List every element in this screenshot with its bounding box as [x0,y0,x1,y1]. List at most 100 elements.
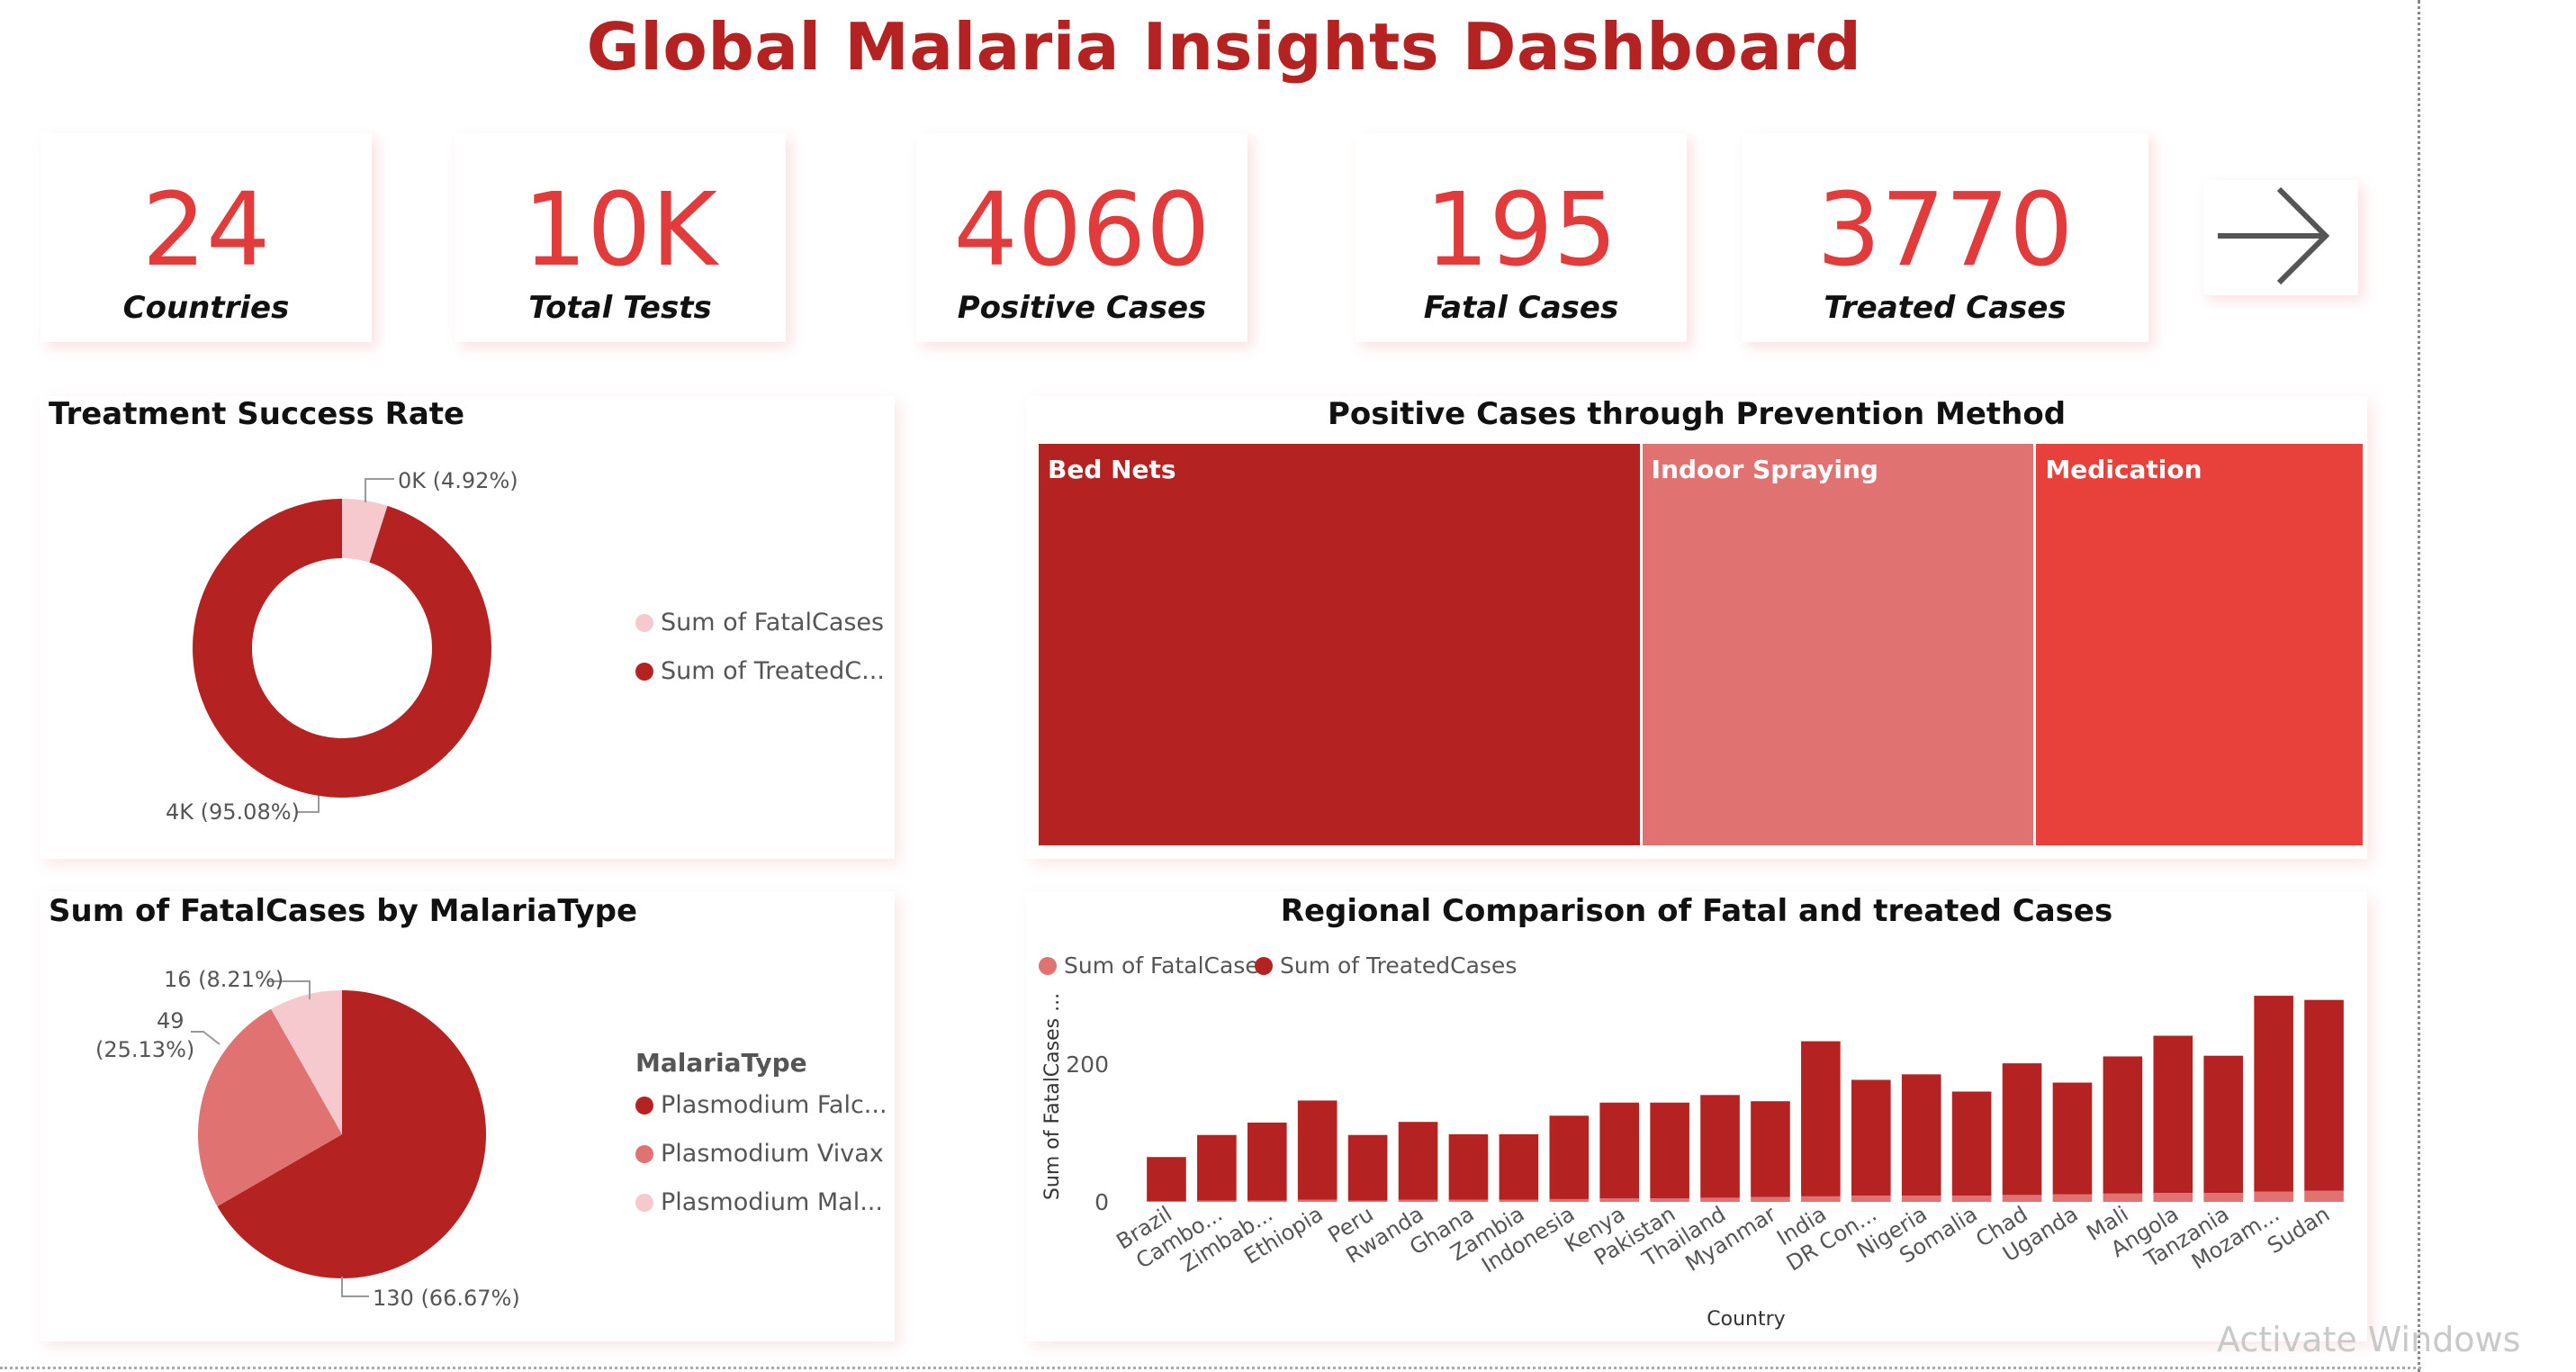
bar-treated [1297,1100,1338,1200]
malaria-type-pie-chart [191,980,487,1297]
bar-fatal [1650,1198,1689,1202]
y-axis-title: Sum of FatalCases ... [1041,993,1064,1200]
bar-fatal [1751,1196,1790,1202]
arrow-right-icon [2218,186,2330,285]
bar-treated [1398,1122,1438,1200]
y-tick-label: 0 [1094,1189,1109,1215]
bar-fatal [1297,1199,1338,1202]
bar-fatal [1951,1196,1992,1202]
legend-item-falciparum[interactable]: Plasmodium Falc... [635,1091,887,1119]
bar-treated [1549,1115,1590,1199]
x-axis-title: Country [1707,1308,1785,1331]
kpi-value: 24 [141,172,271,289]
pie-label-vivax-pct: (25.13%) [95,1037,195,1062]
bar-fatal [1851,1196,1891,1202]
bar-treated [1801,1041,1841,1196]
kpi-label: Treated Cases [1824,290,2067,326]
bar-fatal [1801,1196,1841,1202]
bar-treated [1700,1095,1740,1198]
treemap-tile-1[interactable]: Indoor Spraying [1642,444,2034,845]
kpi-card-total-tests: 10K Total Tests [455,133,786,342]
card-title: Treatment Success Rate [49,396,465,432]
pie-slice-2 [271,990,342,1134]
activation-watermark: Activate Windows [2217,1320,2521,1359]
bar-treated [1448,1133,1489,1200]
card-title: Regional Comparison of Fatal and treated… [1280,893,2113,929]
bar-treated [1951,1091,1992,1196]
bar-fatal [1700,1197,1740,1202]
legend-item-fatal[interactable]: Sum of FatalCases [1039,952,1271,979]
regional-comparison-card: Regional Comparison of Fatal and treated… [1026,891,2367,1341]
bar-fatal [1197,1200,1237,1202]
kpi-card-fatal-cases: 195 Fatal Cases [1356,133,1687,342]
treemap-label: Indoor Spraying [1651,455,1878,484]
donut-label-fatal: 0K (4.92%) [398,468,518,493]
kpi-card-countries: 24 Countries [41,133,372,342]
bar-fatal [2153,1193,2193,1202]
kpi-label: Total Tests [528,290,712,326]
bar-fatal [1549,1198,1590,1202]
bar-fatal [1347,1200,1388,1202]
bar-treated [2153,1035,2193,1194]
kpi-value: 10K [523,172,717,289]
prevention-treemap: Bed Nets Indoor Spraying Medication [1039,444,2365,845]
bar-treated [1751,1101,1790,1197]
treemap-label: Bed Nets [1048,455,1176,484]
bar-treated [1197,1134,1237,1201]
prevention-treemap-card: Positive Cases through Prevention Method… [1026,396,2367,859]
bar-fatal [1448,1199,1489,1202]
page-border [2418,0,2420,1372]
regional-bar-chart: Sum of FatalCases ...0200BrazilCambo...Z… [1041,993,2344,1331]
treatment-success-card: Treatment Success Rate 0K (4.92%) 4K (95… [40,396,895,859]
donut-slice-0 [342,499,388,563]
malaria-type-card: Sum of FatalCases by MalariaType 16 (8.2… [40,891,895,1341]
treemap-tile-2[interactable]: Medication [2036,444,2363,845]
bar-treated [1499,1133,1539,1200]
donut-leader-fatal [365,478,394,502]
bar-fatal [1398,1199,1438,1202]
bar-fatal [1901,1196,1941,1202]
legend-item-treated[interactable]: Sum of TreatedC... [635,657,885,685]
bar-treated [1347,1134,1388,1201]
treemap-label: Medication [2045,455,2202,484]
kpi-value: 195 [1425,172,1617,289]
bar-treated [1851,1079,1891,1196]
legend-item-vivax[interactable]: Plasmodium Vivax [635,1140,884,1168]
pie-leader-malariae [268,980,311,999]
pie-label-malariae: 16 (8.21%) [164,967,284,992]
legend-item-fatal[interactable]: Sum of FatalCases [635,609,884,636]
bar-fatal [2002,1195,2042,1202]
donut-leader-treated [297,796,320,813]
bar-fatal [2254,1191,2293,1202]
donut-slice-1 [192,499,491,798]
bar-treated [2052,1082,2093,1195]
kpi-card-positive-cases: 4060 Positive Cases [916,133,1247,342]
treatment-donut-chart [192,478,491,813]
bar-treated [2103,1056,2143,1194]
kpi-label: Fatal Cases [1423,290,1619,326]
legend-item-malariae[interactable]: Plasmodium Mal... [635,1188,883,1216]
next-page-button[interactable] [2203,180,2358,295]
bar-fatal [1599,1198,1640,1202]
bar-treated [1247,1122,1287,1201]
bar-treated [1901,1074,1941,1196]
bar-fatal [2304,1190,2344,1202]
bar-fatal [2052,1194,2093,1202]
bar-treated [2254,996,2293,1192]
bar-fatal [1247,1200,1287,1202]
bar-treated [2304,999,2344,1191]
kpi-value: 4060 [953,172,1211,289]
bar-treated [1599,1102,1640,1199]
y-tick-label: 200 [1066,1052,1109,1078]
legend-item-treated[interactable]: Sum of TreatedCases [1255,952,1517,979]
kpi-label: Countries [122,290,290,326]
bar-treated [2203,1055,2244,1194]
card-title: Positive Cases through Prevention Method [1327,396,2067,432]
kpi-label: Positive Cases [957,290,1207,326]
pie-leader-falciparum [341,1277,369,1297]
kpi-card-treated-cases: 3770 Treated Cases [1742,133,2148,342]
pie-leader-vivax [191,1031,221,1045]
card-title: Sum of FatalCases by MalariaType [49,893,638,929]
treemap-tile-0[interactable]: Bed Nets [1039,444,1640,845]
pie-slice-1 [198,1008,342,1206]
